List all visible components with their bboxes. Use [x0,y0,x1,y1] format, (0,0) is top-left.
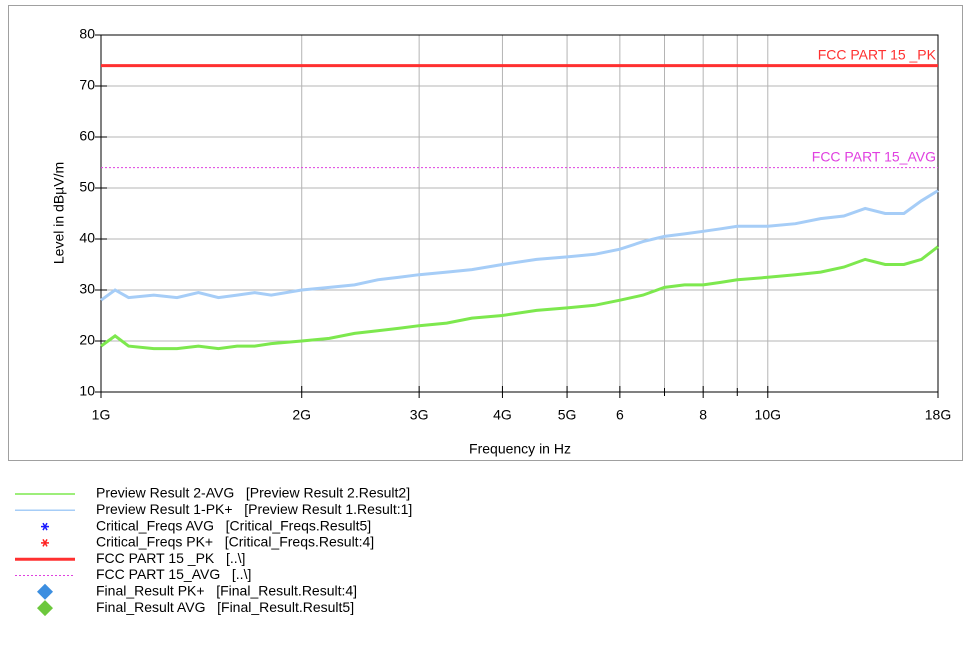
legend-label: FCC PART 15_AVG [..\] [96,566,251,582]
x-axis-label: Frequency in Hz [469,441,571,457]
x-tick-label: 10G [755,407,781,423]
x-tick-label: 1G [92,407,111,423]
legend-label: FCC PART 15 _PK [..\] [96,550,245,566]
legend-label: Preview Result 2-AVG [Preview Result 2.R… [96,485,410,501]
series-line [100,189,939,302]
y-tick-label: 10 [79,383,95,399]
limit-label: FCC PART 15_AVG [812,148,936,164]
y-tick-label: 20 [79,332,95,348]
legend-label: Critical_Freqs PK+ [Critical_Freqs.Resul… [96,534,374,550]
x-tick-label: 3G [410,407,429,423]
chart-frame [8,5,963,461]
legend-swatch [42,539,48,547]
legend-swatch [37,600,53,617]
y-tick-label: 40 [79,230,95,246]
x-tick-label: 2G [292,407,311,423]
legend-label: Critical_Freqs AVG [Critical_Freqs.Resul… [96,517,371,533]
limit-label: FCC PART 15 _PK [818,46,937,62]
y-tick-label: 30 [79,281,95,297]
y-tick-label: 50 [79,179,95,195]
legend-label: Final_Result AVG [Final_Result.Result5] [96,599,354,615]
legend-label: Final_Result PK+ [Final_Result.Result:4] [96,583,357,599]
x-tick-label: 8 [699,407,707,423]
x-tick-label: 6 [616,407,624,423]
y-tick-label: 70 [79,77,95,93]
x-tick-label: 18G [925,407,951,423]
legend-swatch [42,522,48,531]
legend-swatch [37,583,53,600]
x-tick-label: 5G [558,407,577,423]
y-tick-label: 60 [79,128,95,144]
series-line [100,245,939,351]
plot-area [100,34,939,393]
legend-label: Preview Result 1-PK+ [Preview Result 1.R… [96,501,412,517]
x-tick-label: 4G [493,407,512,423]
y-tick-label: 80 [79,26,95,42]
y-axis-label: Level in dBµV/m [51,162,67,264]
